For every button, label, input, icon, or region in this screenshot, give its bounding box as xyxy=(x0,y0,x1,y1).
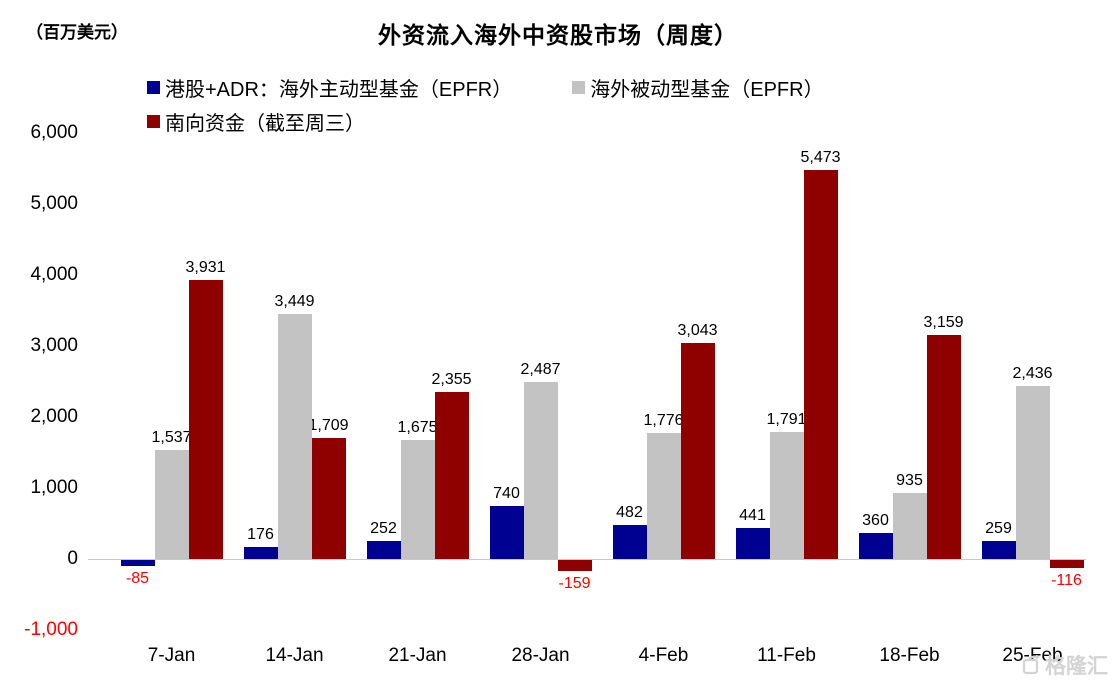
bar-value-label: 2,355 xyxy=(431,371,472,388)
x-axis-label: 28-Jan xyxy=(511,645,570,666)
bar xyxy=(1015,386,1050,559)
x-axis-label: 7-Jan xyxy=(147,645,196,666)
bar xyxy=(858,533,893,559)
bar-value-label: 3,449 xyxy=(274,293,315,310)
bar-value-label: 1,709 xyxy=(308,417,349,434)
bar xyxy=(557,560,592,571)
x-axis-baseline xyxy=(88,559,1086,560)
bar-value-label: 441 xyxy=(739,507,766,524)
bar xyxy=(680,343,715,559)
bar xyxy=(735,528,770,559)
bar xyxy=(1049,560,1084,568)
y-axis-unit-label: （百万美元） xyxy=(26,23,128,42)
bar-value-label: 252 xyxy=(370,520,397,537)
bar xyxy=(154,450,189,559)
bar-value-label: 1,791 xyxy=(766,411,807,428)
y-tick-label: 5,000 xyxy=(30,193,78,214)
bar-value-label: 1,675 xyxy=(397,419,438,436)
y-tick-label: 3,000 xyxy=(30,335,78,356)
bar-value-label: 3,159 xyxy=(923,314,964,331)
bar-value-label: 360 xyxy=(862,512,889,529)
bar-value-label: -116 xyxy=(1051,572,1082,589)
bar xyxy=(366,541,401,559)
x-axis-label: 21-Jan xyxy=(388,645,447,666)
legend-label-passive-funds: 海外被动型基金（EPFR） xyxy=(590,78,824,101)
bar-value-label: 3,931 xyxy=(185,259,226,276)
y-tick-label: 0 xyxy=(67,548,78,569)
bar-value-label: 1,776 xyxy=(643,412,684,429)
bar xyxy=(981,541,1016,559)
legend-label-southbound: 南向资金（截至周三） xyxy=(165,112,365,135)
y-tick-label: 4,000 xyxy=(30,264,78,285)
y-tick-label: -1,000 xyxy=(24,619,78,640)
y-axis: 6,000 5,000 4,000 3,000 2,000 1,000 0 -1,000 xyxy=(0,122,78,640)
y-tick-label: 2,000 xyxy=(30,406,78,427)
legend-row-2: 南向资金（截至周三） xyxy=(147,104,824,138)
bar-value-label: 1,537 xyxy=(151,429,192,446)
bar-value-label: 176 xyxy=(247,526,274,543)
plot-area: 7-Jan 14-Jan 21-Jan 28-Jan 4-Feb 11-Feb 18-Feb… xyxy=(88,133,1094,666)
bar-value-label: 3,043 xyxy=(677,322,718,339)
gelonghui-watermark: 格隆汇 xyxy=(1022,650,1108,680)
y-tick-label: 1,000 xyxy=(30,477,78,498)
legend: 港股+ADR：海外主动型基金（EPFR） 海外被动型基金（EPFR） 南向资金（… xyxy=(147,70,824,138)
bar xyxy=(892,493,927,559)
bar xyxy=(243,547,278,559)
chart-title: 外资流入海外中资股市场（周度） xyxy=(378,22,738,48)
legend-row-1: 港股+ADR：海外主动型基金（EPFR） 海外被动型基金（EPFR） xyxy=(147,70,824,104)
legend-label-active-funds: 港股+ADR：海外主动型基金（EPFR） xyxy=(165,78,513,101)
bar-value-label: 740 xyxy=(493,485,520,502)
bar xyxy=(311,438,346,559)
x-axis-label: 18-Feb xyxy=(879,645,940,666)
x-axis-label: 25-Feb xyxy=(1002,645,1063,666)
x-axis-label: 11-Feb xyxy=(757,645,816,666)
bar xyxy=(434,392,469,559)
bar xyxy=(277,314,312,559)
bar xyxy=(612,525,647,559)
legend-item-passive-funds: 海外被动型基金（EPFR） xyxy=(572,73,824,102)
bar-value-label: -85 xyxy=(125,570,150,587)
bar-value-label: 935 xyxy=(896,472,923,489)
bar xyxy=(523,382,558,559)
bar xyxy=(489,506,524,559)
bar-value-label: -159 xyxy=(558,575,591,592)
bar xyxy=(120,560,155,566)
x-axis-label: 14-Jan xyxy=(265,645,324,666)
legend-swatch-passive-funds xyxy=(572,80,586,94)
legend-swatch-active-funds xyxy=(147,80,160,94)
legend-swatch-southbound xyxy=(147,114,160,128)
y-tick-label: 6,000 xyxy=(30,122,78,143)
legend-item-southbound: 南向资金（截至周三） xyxy=(147,107,365,136)
bar-value-label: 482 xyxy=(616,504,643,521)
bar-value-label: 2,487 xyxy=(520,361,561,378)
x-axis-label: 4-Feb xyxy=(638,645,689,666)
bar xyxy=(926,335,961,559)
bar xyxy=(803,170,838,559)
gelonghui-logo-icon xyxy=(1022,655,1040,675)
bar xyxy=(188,280,223,559)
bar xyxy=(646,433,681,559)
bar xyxy=(769,432,804,559)
legend-item-active-funds: 港股+ADR：海外主动型基金（EPFR） xyxy=(147,73,512,102)
watermark-text: 格隆汇 xyxy=(1045,655,1108,678)
bar xyxy=(400,440,435,559)
bar-value-label: 2,436 xyxy=(1012,365,1053,382)
bar-value-label: 259 xyxy=(985,520,1012,537)
bar-value-label: 5,473 xyxy=(800,149,841,166)
